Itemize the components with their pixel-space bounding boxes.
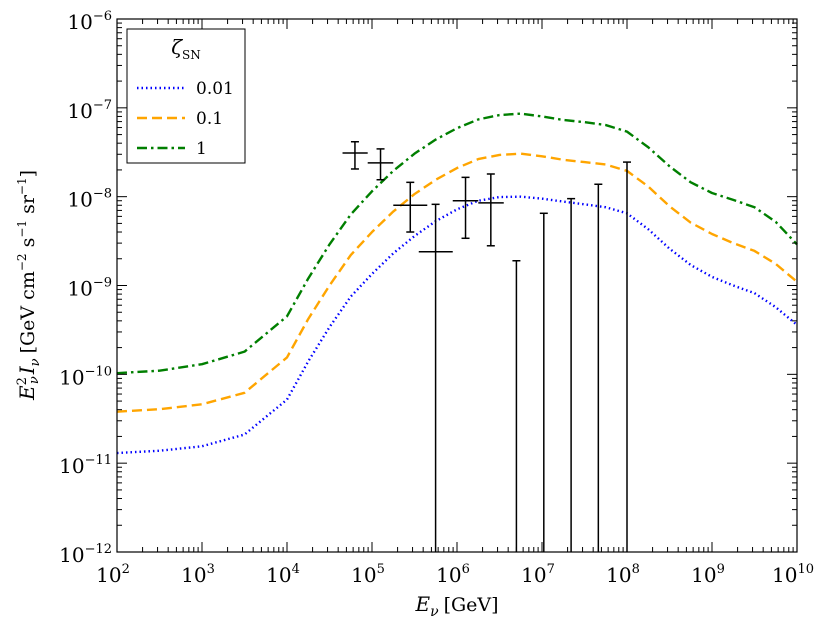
data-point-2 [367, 148, 394, 181]
y-tick-label-5: 10−7 [67, 98, 112, 123]
legend-entry-2: 0.1 [137, 109, 223, 129]
legend-label: 0.01 [196, 79, 234, 99]
y-axis-sub2: ν [28, 358, 43, 366]
legend-title-sub: SN [182, 48, 201, 62]
y-tick-label-1: 10−11 [59, 453, 112, 478]
x-axis-unit: [GeV] [444, 594, 499, 616]
y-axis-sup: 2 [15, 377, 30, 385]
series-line-3 [116, 112, 798, 375]
x-tick-label-6: 108 [606, 562, 640, 587]
y-axis-e2: −1 [15, 220, 29, 238]
data-point-5 [452, 176, 479, 240]
axis-ticks [116, 18, 798, 553]
y-tick-label-3: 10−9 [67, 276, 112, 301]
y-tick-labels: 10−12 10−11 10−10 10−9 10−8 10−7 10−6 [59, 9, 112, 567]
y-axis-e3: −1 [15, 177, 29, 195]
data-point-1 [342, 141, 368, 170]
legend-entry-1: 0.01 [137, 79, 234, 99]
legend-box [126, 28, 246, 164]
x-tick-label-8: 1010 [772, 562, 814, 587]
x-tick-label-4: 106 [436, 562, 470, 587]
y-axis-sub: ν [27, 376, 42, 384]
y-tick-label-0: 10−12 [59, 542, 112, 567]
data-point-6 [478, 173, 504, 247]
data-point-3 [393, 181, 428, 233]
legend-title: ζSN [171, 35, 201, 62]
x-tick-label-5: 107 [521, 562, 555, 587]
series-line-1 [116, 195, 798, 455]
legend-label: 1 [196, 139, 207, 159]
y-tick-label-6: 10−6 [67, 9, 112, 34]
y-axis-pre: E [15, 385, 39, 401]
y-axis-close: ] [17, 170, 39, 177]
x-tick-label-1: 103 [181, 562, 215, 587]
x-tick-label-0: 102 [96, 562, 130, 587]
legend-entry-3: 1 [137, 139, 207, 159]
y-axis-mid: I [15, 365, 39, 375]
y-axis-unit: [GeV cm [17, 271, 39, 353]
y-axis-e1: −2 [15, 253, 29, 271]
upper-limit-4 [594, 183, 603, 552]
x-tick-label-2: 104 [266, 562, 300, 587]
legend-title-symbol: ζ [171, 35, 183, 59]
legend: ζSN 0.01 0.1 1 [126, 28, 246, 164]
y-axis-title: E2νIν[GeV cm−2 s−1 sr−1] [15, 170, 43, 401]
y-tick-label-2: 10−10 [59, 364, 112, 389]
series-line-2 [116, 152, 798, 413]
data-point-4 [418, 203, 453, 552]
x-axis-symbol: E [414, 592, 430, 616]
y-tick-label-4: 10−8 [67, 187, 112, 212]
x-axis-symbol-sub: ν [430, 604, 439, 620]
upper-limit-1 [512, 259, 521, 552]
upper-limit-3 [567, 197, 576, 552]
plot-content [116, 112, 798, 552]
x-tick-label-3: 105 [351, 562, 385, 587]
legend-entries: 0.01 0.1 1 [137, 79, 234, 159]
x-axis-title: Eν [GeV] [414, 592, 498, 620]
x-tick-labels: 102 103 104 105 106 107 108 109 1010 [96, 562, 814, 587]
y-axis-sr: sr [17, 194, 39, 220]
y-axis-s: s [17, 238, 39, 254]
upper-limit-2 [539, 212, 548, 552]
upper-limit-5 [623, 161, 631, 552]
legend-label: 0.1 [196, 109, 223, 129]
x-tick-label-7: 109 [691, 562, 725, 587]
